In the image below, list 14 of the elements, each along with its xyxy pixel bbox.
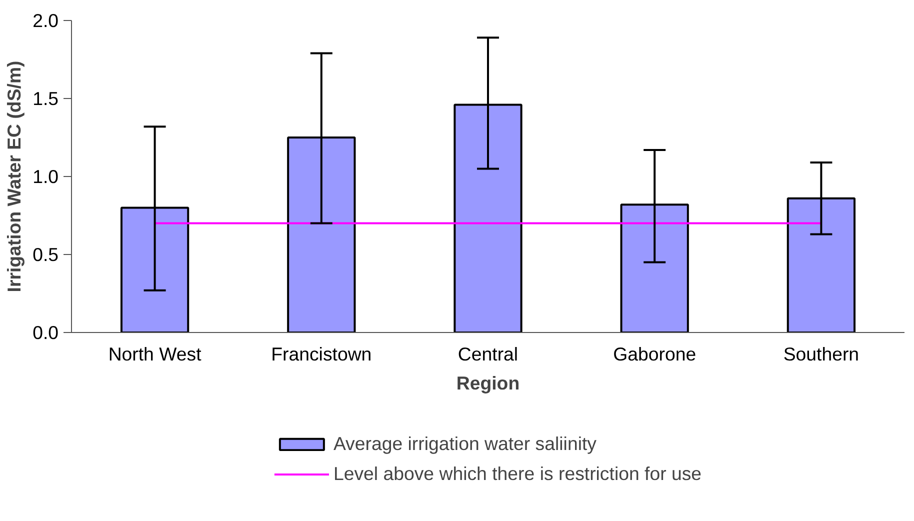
x-tick-label: Southern [783,344,860,364]
x-axis-title: Region [456,372,520,394]
y-tick-label: 2.0 [32,10,59,31]
y-axis-title: Irrigation Water EC (dS/m) [4,60,25,292]
x-tick-label: Gaborone [613,344,696,364]
legend-label: Average irrigation water saliinity [333,432,596,454]
x-tick-label: Francistown [271,344,372,364]
x-tick-label: Central [458,344,518,364]
y-tick-label: 1.5 [32,88,59,109]
y-tick-label: 0.0 [32,322,59,343]
y-tick-label: 1.0 [32,166,59,187]
y-tick-label: 0.5 [32,244,59,265]
x-tick-label: North West [108,344,202,364]
legend-label: Level above which there is restriction for use [333,462,702,484]
